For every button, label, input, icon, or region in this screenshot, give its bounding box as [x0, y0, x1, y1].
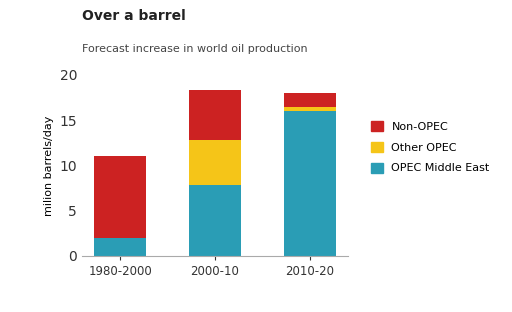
Text: Forecast increase in world oil production: Forecast increase in world oil productio… [82, 44, 308, 54]
Bar [94, 156, 146, 238]
Bar [94, 238, 146, 256]
Legend: Non-OPEC, Other OPEC, OPEC Middle East: Non-OPEC, Other OPEC, OPEC Middle East [367, 117, 494, 178]
Bar [284, 93, 336, 107]
Bar [284, 107, 336, 111]
Bar [284, 111, 336, 256]
Bar [189, 140, 241, 185]
Text: Over a barrel: Over a barrel [82, 9, 186, 23]
Y-axis label: milion barrels/day: milion barrels/day [44, 115, 54, 216]
Bar [189, 90, 241, 140]
Bar [189, 185, 241, 256]
